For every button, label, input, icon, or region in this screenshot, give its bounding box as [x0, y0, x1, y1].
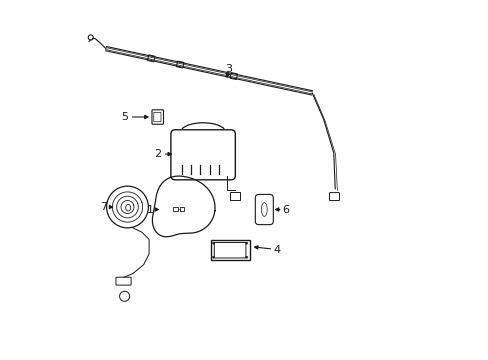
Text: 3: 3: [225, 64, 232, 74]
Text: 4: 4: [272, 245, 280, 255]
Circle shape: [212, 242, 214, 244]
Text: 1: 1: [146, 204, 153, 215]
Text: 2: 2: [154, 149, 162, 159]
Text: 7: 7: [100, 202, 107, 212]
Circle shape: [245, 256, 247, 258]
Circle shape: [245, 242, 247, 244]
Circle shape: [212, 256, 214, 258]
Text: 6: 6: [282, 204, 289, 215]
Text: 5: 5: [121, 112, 128, 122]
